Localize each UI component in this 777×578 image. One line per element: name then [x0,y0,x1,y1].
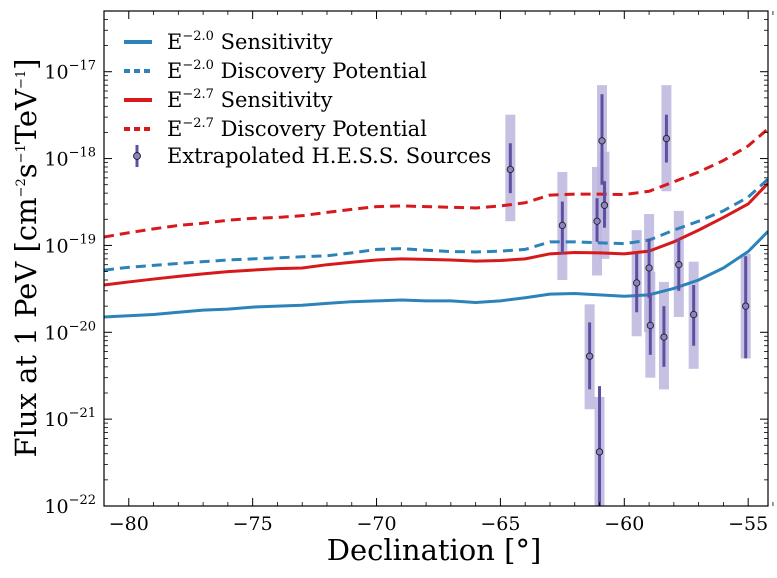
source-point-10 [660,333,668,341]
source-point-1 [558,221,567,230]
y-label-mid-1: s [9,163,43,178]
y-label-mid-2: TeV [9,88,43,144]
series-line-1 [104,178,768,272]
legend: E−2.0 Sensitivity E−2.0 Discovery Potenti… [124,29,491,168]
y-tick-label-4: 10−18 [44,146,96,171]
x-axis-label: Declination [°] [327,533,542,567]
source-point-9 [646,321,654,330]
legend-source-marker [133,152,141,160]
series-line-3 [104,127,768,239]
legend-label-3: E−2.7 Discovery Potential [167,116,427,141]
legend-label-0: E−2.0 Sensitivity [167,29,333,54]
x-tick-label-0: −80 [109,513,149,535]
x-tick-label-2: −70 [356,513,396,535]
y-label-exp-1: −2 [14,178,29,197]
source-point-11 [662,134,671,143]
plot-area [104,85,768,506]
y-tick-label-0: 10−22 [44,493,96,518]
legend-label-sources: Extrapolated H.E.S.S. Sources [167,144,491,168]
series-line-2 [104,182,768,287]
series-line-0 [104,230,768,319]
x-tick-label-5: −55 [728,513,768,535]
source-point-3 [593,217,601,225]
y-tick-label-3: 10−19 [44,232,96,257]
source-point-8 [645,264,653,272]
svg-text:Flux at 1 PeV [cm−2s−1TeV−1]: Flux at 1 PeV [cm−2s−1TeV−1] [9,58,43,457]
y-label-exp-2: −1 [14,144,29,163]
x-tick-label-1: −75 [233,513,273,535]
y-axis-label: Flux at 1 PeV [cm−2s−1TeV−1] [9,58,43,457]
y-tick-label-5: 10−17 [44,59,96,84]
source-point-2 [585,352,594,360]
y-label-exp-3: −1 [14,70,29,89]
source-point-0 [506,165,514,174]
source-point-6 [600,201,609,209]
x-tick-label-3: −65 [480,513,520,535]
source-point-5 [598,137,606,145]
legend-label-1: E−2.0 Discovery Potential [167,58,427,83]
x-tick-label-4: −60 [604,513,644,535]
y-label-pre: Flux at 1 PeV [cm [9,197,43,457]
source-point-12 [675,261,683,269]
y-label-post: ] [9,58,43,69]
source-point-4 [595,448,604,456]
source-point-14 [742,302,750,310]
source-point-7 [633,279,641,287]
y-tick-label-2: 10−20 [44,319,96,344]
legend-label-2: E−2.7 Sensitivity [167,87,333,112]
source-point-13 [690,310,698,319]
axis-ticks: −80 −75 −70 −65 −60 −55 10−22 10−21 10−20 10−19 10… [44,11,774,535]
y-tick-label-1: 10−21 [44,406,96,431]
